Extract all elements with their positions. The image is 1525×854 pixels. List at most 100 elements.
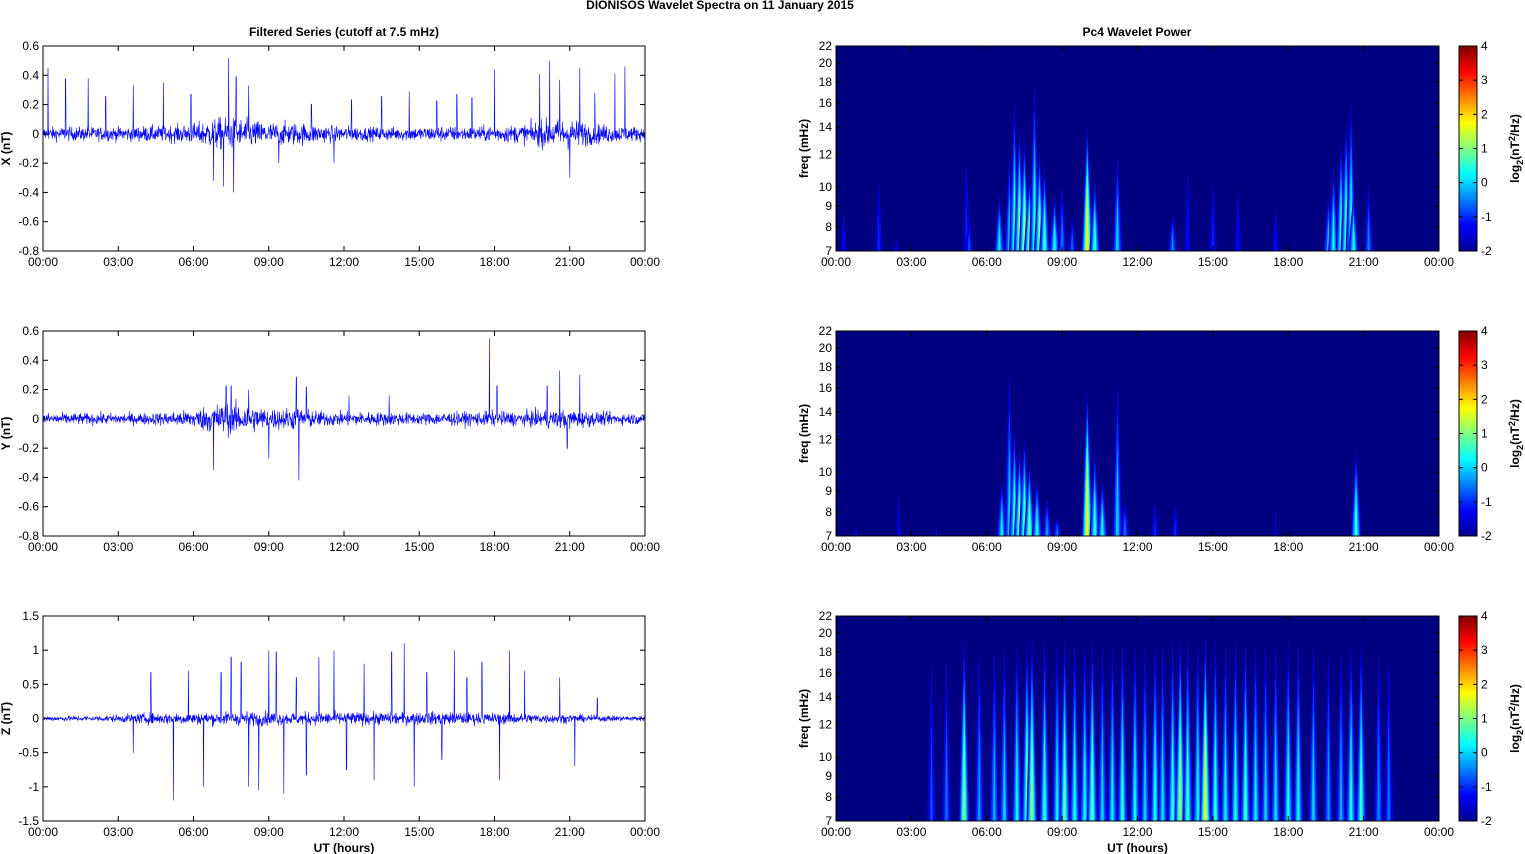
y-wavelet-power-burst xyxy=(1174,515,1177,536)
y-wavelet-power-burst xyxy=(935,525,938,536)
y-wavelet-power-colorbar-tick-label: 0 xyxy=(1481,461,1488,475)
x-wavelet-power-y-tick-label: 7 xyxy=(825,244,832,258)
right-column-title: Pc4 Wavelet Power xyxy=(1083,25,1192,39)
y-filtered-series-y-tick-label: -0.2 xyxy=(18,441,39,455)
z-wavelet-power-burst xyxy=(1121,728,1124,821)
y-filtered-series-x-tick-label: 12:00 xyxy=(329,540,359,554)
x-wavelet-power-x-tick-label: 15:00 xyxy=(1198,255,1228,269)
y-wavelet-power-y-tick-label: 7 xyxy=(825,529,832,543)
z-wavelet-power-colorbar-tick-label: 2 xyxy=(1481,677,1488,691)
x-filtered-series-y-tick-label: 0 xyxy=(32,127,39,141)
z-wavelet-power-colorbar-tick-label: 1 xyxy=(1481,712,1488,726)
z-wavelet-power-burst xyxy=(1244,728,1247,821)
y-filtered-series-y-tick-label: -0.4 xyxy=(18,470,39,484)
y-filtered-series-x-tick-label: 00:00 xyxy=(630,540,660,554)
z-wavelet-power-x-tick-label: 03:00 xyxy=(896,825,926,839)
x-filtered-series: -0.8 -0.6 -0.4 -0.2 0 0.2 0.4 0.6 00:00 03:00 06:0… xyxy=(0,39,660,269)
z-filtered-series-x-tick-label: 09:00 xyxy=(254,825,284,839)
z-wavelet-power-x-tick-label: 00:00 xyxy=(821,825,851,839)
x-wavelet-power-colorbar-tick-label: 3 xyxy=(1481,73,1488,87)
z-wavelet-power-x-tick-label: 15:00 xyxy=(1198,825,1228,839)
y-wavelet-power-colorbar-tick-label: -2 xyxy=(1481,529,1492,543)
y-wavelet-power-x-tick-label: 15:00 xyxy=(1198,540,1228,554)
x-wavelet-power-x-tick-label: 00:00 xyxy=(821,255,851,269)
z-wavelet-power-burst xyxy=(1015,728,1018,821)
x-wavelet-power-y-tick-label: 10 xyxy=(819,180,833,194)
x-filtered-series-x-tick-label: 15:00 xyxy=(404,255,434,269)
x-wavelet-power-colorbar-tick-label: -2 xyxy=(1481,244,1492,258)
y-wavelet-power-y-tick-label: 14 xyxy=(819,405,833,419)
z-wavelet-power-colorbar-tick-label: -2 xyxy=(1481,814,1492,828)
x-wavelet-power-burst xyxy=(1274,222,1277,251)
z-wavelet-power-y-tick-label: 12 xyxy=(819,718,833,732)
z-wavelet-power-colorbar-tick-label: 3 xyxy=(1481,643,1488,657)
z-wavelet-power-y-tick-label: 9 xyxy=(825,769,832,783)
z-wavelet-power-x-tick-label: 06:00 xyxy=(972,825,1002,839)
z-wavelet-power-burst xyxy=(963,728,966,821)
z-filtered-series-x-tick-label: 15:00 xyxy=(404,825,434,839)
x-wavelet-power-burst xyxy=(842,222,845,251)
y-wavelet-power-burst xyxy=(1116,455,1119,536)
y-wavelet-power-burst xyxy=(1000,507,1003,536)
y-wavelet-power-y-tick-label: 10 xyxy=(819,465,833,479)
z-wavelet-power-burst xyxy=(1312,728,1315,821)
z-wavelet-power-colorbar-label: log2(nT2/Hz) xyxy=(1507,684,1525,753)
x-filtered-series-x-tick-label: 21:00 xyxy=(555,255,585,269)
x-wavelet-power-y-tick-label: 14 xyxy=(819,120,833,134)
y-filtered-series: -0.8 -0.6 -0.4 -0.2 0 0.2 0.4 0.6 00:00 03:00 06:0… xyxy=(0,324,660,554)
z-wavelet-power-y-tick-label: 8 xyxy=(825,790,832,804)
x-wavelet-power-y-tick-label: 16 xyxy=(819,96,833,110)
z-wavelet-power-burst xyxy=(1030,728,1033,821)
y-wavelet-power-burst xyxy=(1101,507,1104,536)
y-filtered-series-y-tick-label: 0.2 xyxy=(22,383,39,397)
z-wavelet-power-colorbar-tick-label: -1 xyxy=(1481,780,1492,794)
x-wavelet-power-y-tick-label: 20 xyxy=(819,56,833,70)
x-wavelet-power-burst xyxy=(1171,230,1174,251)
z-filtered-series-x-tick-label: 03:00 xyxy=(103,825,133,839)
z-filtered-series-x-tick-label: 00:00 xyxy=(630,825,660,839)
x-wavelet-power-burst xyxy=(1061,214,1064,251)
x-wavelet-power-colorbar-label: log2(nT2/Hz) xyxy=(1507,114,1525,183)
z-wavelet-power-burst xyxy=(1083,728,1086,821)
x-wavelet-power-burst xyxy=(1236,207,1240,251)
x-wavelet-power-bursts xyxy=(840,83,1374,251)
x-filtered-series-y-tick-label: -0.2 xyxy=(18,156,39,170)
z-wavelet-power-burst xyxy=(1063,728,1066,821)
y-wavelet-power-y-tick-label: 9 xyxy=(825,484,832,498)
z-wavelet-power-burst xyxy=(1196,728,1199,821)
z-filtered-series-y-tick-label: -0.5 xyxy=(18,746,39,760)
z-wavelet-power-burst xyxy=(1224,728,1227,821)
x-filtered-series-y-tick-label: 0.6 xyxy=(22,39,39,53)
x-wavelet-power-colorbar-tick-label: -1 xyxy=(1481,210,1492,224)
z-wavelet-power-burst xyxy=(1287,728,1290,821)
y-wavelet-power-x-tick-label: 00:00 xyxy=(1424,540,1454,554)
y-filtered-series-ylabel: Y (nT) xyxy=(0,417,13,451)
z-filtered-series-trace xyxy=(42,643,646,801)
x-wavelet-power-y-tick-label: 12 xyxy=(819,148,833,162)
x-wavelet-power-burst xyxy=(1053,222,1056,251)
y-wavelet-power-ylabel: freq (mHz) xyxy=(797,404,811,463)
z-wavelet-power-y-tick-label: 10 xyxy=(819,750,833,764)
x-wavelet-power-y-tick-label: 22 xyxy=(819,39,833,53)
x-wavelet-power-burst xyxy=(1186,195,1189,251)
y-wavelet-power-x-tick-label: 09:00 xyxy=(1047,540,1077,554)
y-filtered-series-x-tick-label: 21:00 xyxy=(555,540,585,554)
y-filtered-series-y-tick-label: -0.8 xyxy=(18,529,39,543)
x-wavelet-power-x-tick-label: 03:00 xyxy=(896,255,926,269)
y-wavelet-power-colorbar-tick-label: 1 xyxy=(1481,427,1488,441)
z-wavelet-power-y-tick-label: 22 xyxy=(819,609,833,623)
x-wavelet-power-colorbar-tick-label: 0 xyxy=(1481,176,1488,190)
z-wavelet-power-burst xyxy=(978,728,981,821)
z-wavelet-power-y-tick-label: 18 xyxy=(819,645,833,659)
x-wavelet-power-y-tick-label: 8 xyxy=(825,220,832,234)
y-wavelet-power-x-tick-label: 06:00 xyxy=(972,540,1002,554)
z-wavelet-power-y-tick-label: 14 xyxy=(819,690,833,704)
z-wavelet-power-burst xyxy=(1091,728,1094,821)
z-filtered-series-y-tick-label: -1.5 xyxy=(18,814,39,828)
y-wavelet-power-colorbar-tick-label: -1 xyxy=(1481,495,1492,509)
x-filtered-series-x-tick-label: 00:00 xyxy=(630,255,660,269)
